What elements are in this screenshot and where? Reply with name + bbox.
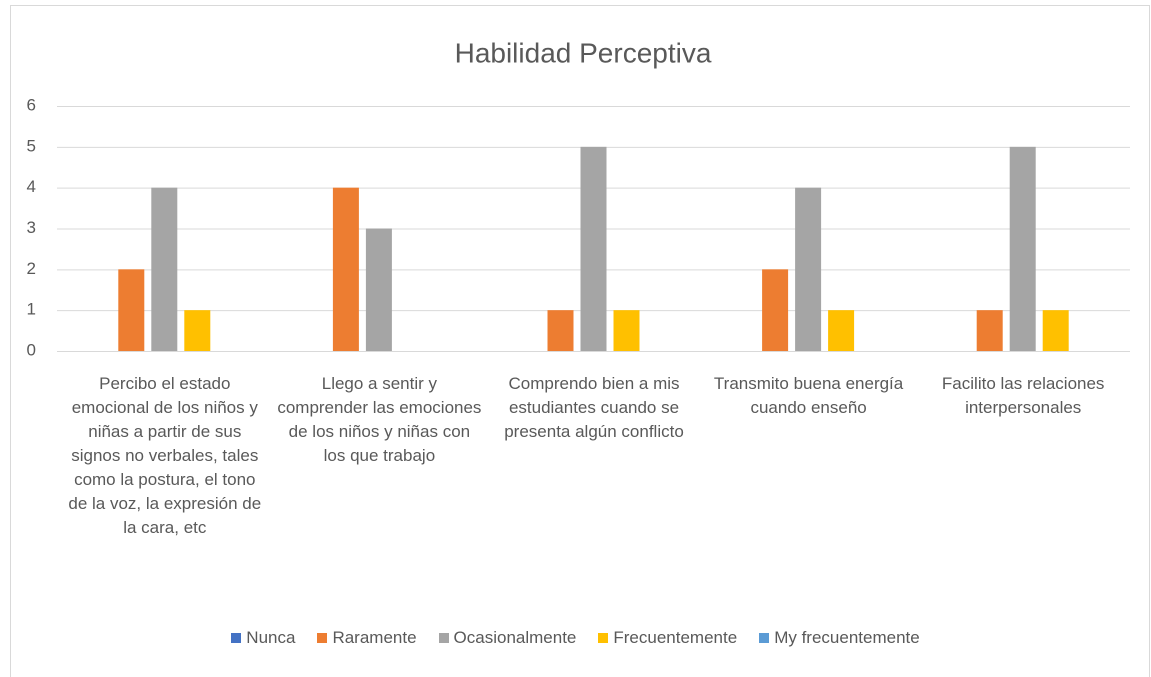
bar xyxy=(184,310,211,351)
bar xyxy=(580,146,607,351)
legend-swatch xyxy=(438,633,449,643)
legend-item: Ocasionalmente xyxy=(438,628,577,648)
bar xyxy=(976,310,1003,351)
legend-swatch xyxy=(317,633,328,643)
x-tick-label: Llego a sentir y comprender las emocione… xyxy=(277,374,482,465)
legend-label: Frecuentemente xyxy=(613,628,738,647)
bar xyxy=(795,187,822,351)
legend-label: Raramente xyxy=(332,628,417,647)
y-tick-label: 3 xyxy=(27,218,36,237)
y-tick-label: 2 xyxy=(27,259,36,278)
legend-item: My frecuentemente xyxy=(759,628,920,648)
bar xyxy=(547,310,574,351)
x-tick-label: Percibo el estado emocional de los niños… xyxy=(68,374,262,537)
legend-label: My frecuentemente xyxy=(774,628,920,647)
bar xyxy=(762,269,789,351)
bar xyxy=(1009,146,1036,351)
legend-item: Frecuentemente xyxy=(598,628,737,648)
legend-label: Nunca xyxy=(246,628,296,647)
legend-label: Ocasionalmente xyxy=(453,628,577,647)
y-tick-label: 4 xyxy=(27,177,36,196)
legend-swatch xyxy=(598,633,609,643)
x-tick-label: Transmito buena energía cuando enseño xyxy=(713,374,904,417)
legend: Nunca Raramente Ocasionalmente Frecuentemen… xyxy=(0,628,1151,648)
bar xyxy=(118,269,145,351)
chart-title: Habilidad Perceptiva xyxy=(455,37,712,68)
bar xyxy=(1042,310,1069,351)
y-tick-label: 6 xyxy=(27,95,36,114)
bar xyxy=(332,187,359,351)
x-tick-label: Comprendo bien a mis estudiantes cuando … xyxy=(504,374,684,441)
bar xyxy=(365,228,392,351)
y-tick-label: 5 xyxy=(27,136,36,155)
bar xyxy=(151,187,178,351)
bar xyxy=(613,310,640,351)
legend-swatch xyxy=(231,633,242,643)
legend-item: Raramente xyxy=(317,628,417,648)
bar xyxy=(828,310,855,351)
legend-item: Nunca xyxy=(231,628,295,648)
y-tick-label: 0 xyxy=(27,340,36,359)
x-tick-label: Facilito las relaciones interpersonales xyxy=(941,374,1105,417)
legend-swatch xyxy=(759,633,770,643)
y-tick-label: 1 xyxy=(27,300,36,319)
